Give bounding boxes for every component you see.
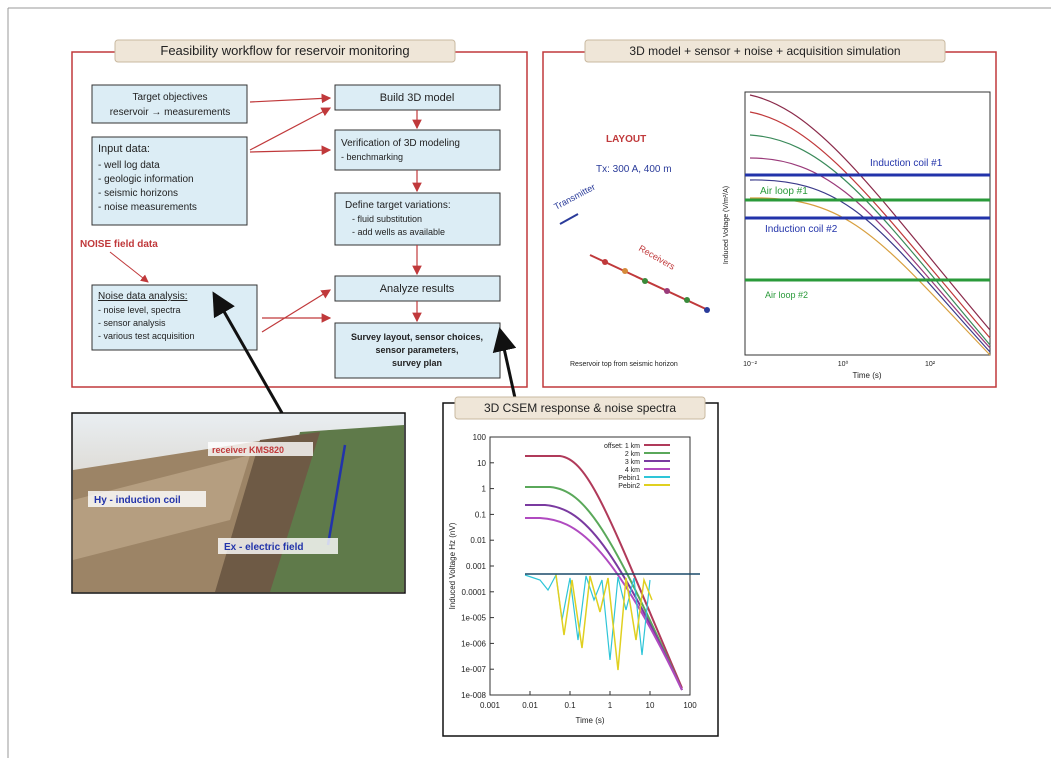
y-tick-label: 1e-006 [461,639,486,648]
box-text: - fluid substitution [352,214,422,224]
y-tick-label: 10 [477,459,486,468]
x-tick-label: 0.1 [564,701,576,710]
photo-label: Hy - induction coil [94,495,181,506]
box [335,130,500,170]
tx-label: Tx: 300 A, 400 m [596,164,672,175]
y-tick-label: 100 [473,433,487,442]
y-tick-label: 0.001 [466,562,487,571]
receivers-label: Receivers [637,243,677,272]
x-axis-label: Time (s) [575,716,604,725]
sensor-label: Induction coil #1 [870,158,943,169]
y-tick-label: 1e-005 [461,614,486,623]
sensor-label: Air loop #1 [760,186,808,197]
panel-title: Feasibility workflow for reservoir monit… [160,43,409,58]
box-text: Build 3D model [380,92,455,104]
x-tick-label: 10² [925,361,936,368]
y-tick-label: 0.1 [475,510,487,519]
x-tick-label: 100 [683,701,697,710]
box-text: - seismic horizons [98,188,178,199]
x-axis-label: Time (s) [852,371,881,380]
y-tick-label: 1 [482,485,487,494]
box-text: - noise measurements [98,202,197,213]
transmitter [560,214,578,224]
box-text: - sensor analysis [98,318,166,328]
photo-label: receiver KMS820 [212,445,284,455]
box-text: survey plan [392,358,442,368]
legend-label: 2 km [625,451,640,458]
plot-area [490,437,690,695]
x-tick-label: 0.01 [522,701,538,710]
x-tick-label: 10 [646,701,655,710]
y-axis-label: Induced Voltage Hz (nV) [448,522,457,609]
box-text: - geologic information [98,174,194,185]
box-text: Input data: [98,143,150,155]
legend-label: offset: 1 km [604,443,640,450]
arrow [110,252,148,282]
y-axis-label: Induced Voltage (V/m²/A) [723,186,730,264]
layout-label: LAYOUT [606,134,646,145]
x-tick-label: 10⁰ [838,360,849,368]
box-text: Verification of 3D modeling [341,138,460,149]
panel-title: 3D model + sensor + noise + acquisition … [629,44,900,58]
x-tick-label: 0.001 [480,701,501,710]
caption: Reservoir top from seismic horizon [570,361,678,368]
box-text: Noise data analysis: [98,291,188,302]
legend-label: 3 km [625,459,640,466]
y-tick-label: 1e-008 [461,691,486,700]
legend-label: Pebin1 [618,475,640,482]
box-text: - well log data [98,160,160,171]
y-tick-label: 0.0001 [462,588,487,597]
y-tick-label: 1e-007 [461,665,486,674]
page: Feasibility workflow for reservoir monit… [0,0,1051,758]
box-text: - add wells as available [352,227,445,237]
box-text: sensor parameters, [375,345,458,355]
x-tick-label: 10⁻² [743,361,757,368]
panel-title: 3D CSEM response & noise spectra [484,401,676,415]
box-text: - noise level, spectra [98,305,181,315]
arrow [500,330,515,398]
box-text: - various test acquisition [98,331,195,341]
photo-label: Ex - electric field [224,542,303,553]
sensor-label: Induction coil #2 [765,224,838,235]
legend-label: Pebin2 [618,483,640,490]
y-tick-label: 0.01 [470,536,486,545]
transmitter-label: Transmitter [552,182,597,212]
box-text: Analyze results [380,283,455,295]
box-text: Survey layout, sensor choices, [351,332,483,342]
box-text: Target objectives [132,92,207,103]
box-text: reservoir → measurements [110,107,231,118]
sensor-label: Air loop #2 [765,290,808,300]
box-text: Define target variations: [345,200,451,211]
legend-label: 4 km [625,467,640,474]
x-tick-label: 1 [608,701,613,710]
box-text: - benchmarking [341,152,403,162]
noise-label: NOISE field data [80,239,158,250]
